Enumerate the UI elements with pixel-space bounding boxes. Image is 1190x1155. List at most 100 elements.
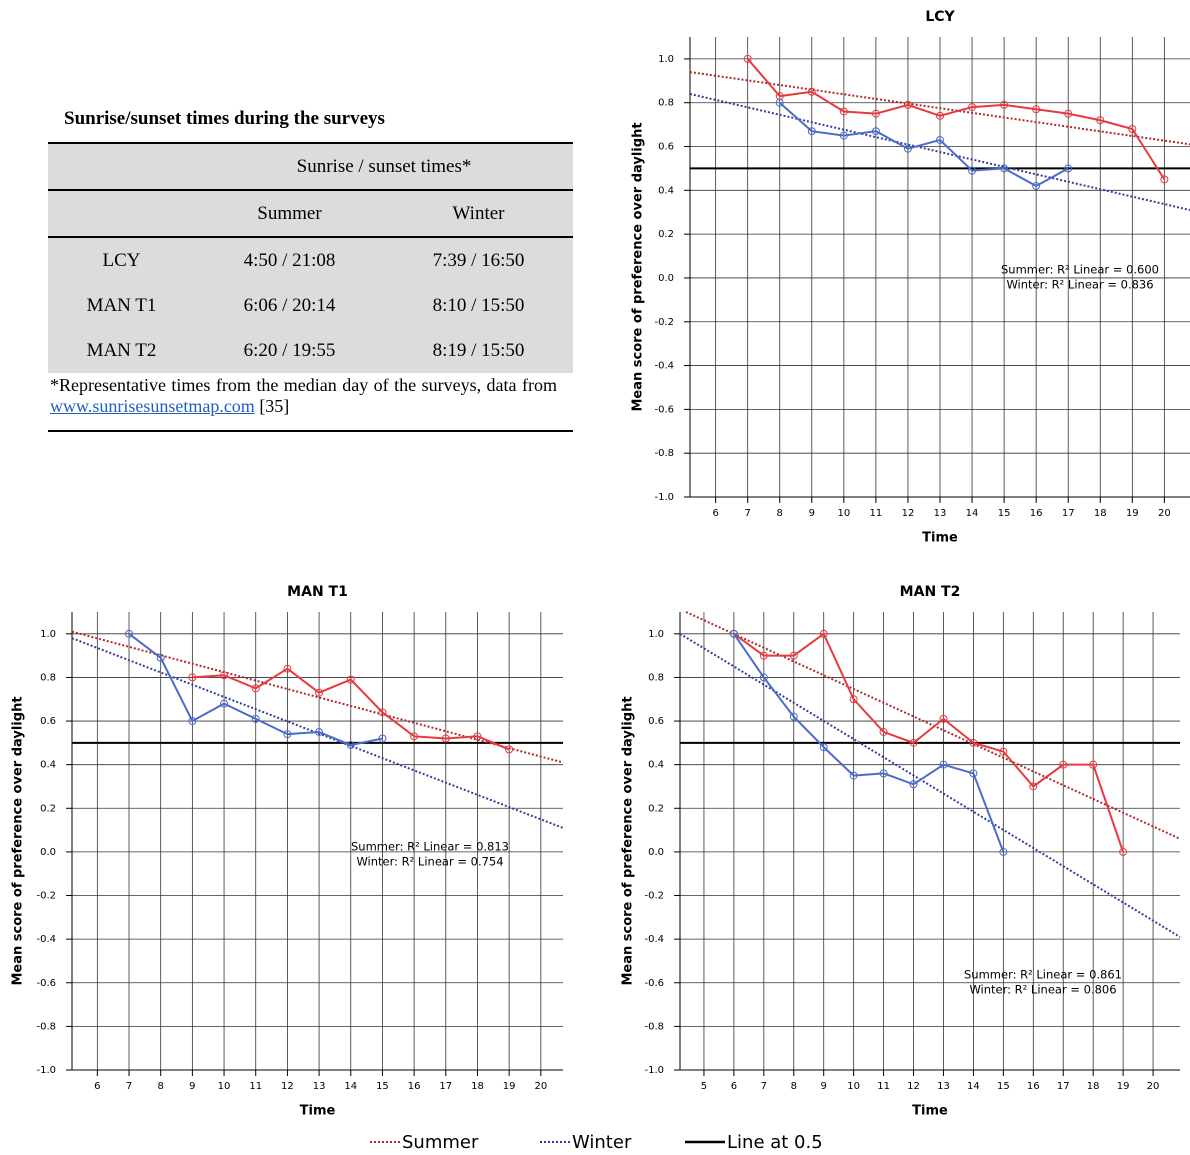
y-tick-label: 0.2: [40, 803, 56, 814]
y-tick-label: 0.0: [648, 847, 664, 858]
series-line: [192, 667, 510, 751]
point: [1029, 782, 1038, 791]
point: [1160, 175, 1169, 184]
point: [849, 695, 858, 704]
x-tick-label: 16: [408, 1081, 421, 1092]
point: [1032, 105, 1041, 114]
point: [775, 98, 784, 107]
header-row: Summer Winter: [48, 190, 573, 237]
point: [410, 732, 419, 741]
cell: 6:20 / 19:55: [195, 328, 384, 373]
annotation: Winter: R² Linear = 0.806: [969, 983, 1116, 997]
point: [346, 741, 355, 750]
x-axis-label: Time: [300, 1104, 336, 1119]
y-tick-label: -0.8: [644, 1021, 664, 1032]
x-axis-label: Time: [912, 1104, 948, 1119]
footnote-text: *Representative times from the median da…: [50, 375, 557, 395]
point: [283, 664, 292, 673]
x-tick-label: 14: [967, 1081, 980, 1092]
table-title: Sunrise/sunset times during the surveys: [64, 108, 385, 129]
point: [251, 714, 260, 723]
point: [909, 738, 918, 747]
point: [879, 727, 888, 736]
fit-line: [685, 611, 1181, 840]
point: [1064, 109, 1073, 118]
y-tick-label: 0.6: [658, 142, 674, 153]
group-header: Sunrise / sunset times*: [195, 143, 573, 190]
point: [871, 127, 880, 136]
y-tick-label: -0.8: [36, 1021, 56, 1032]
x-tick-label: 16: [1030, 508, 1043, 519]
y-tick-label: -0.6: [644, 978, 664, 989]
y-tick-label: -0.6: [654, 404, 674, 415]
x-tick-label: 8: [791, 1081, 797, 1092]
y-tick-label: 0.8: [648, 672, 664, 683]
column-header: Summer: [195, 190, 384, 237]
point: [283, 730, 292, 739]
x-tick-label: 19: [503, 1081, 516, 1092]
point: [968, 166, 977, 175]
x-axis-label: Time: [922, 531, 958, 546]
row: LCY 4:50 / 21:08 7:39 / 16:50: [48, 237, 573, 283]
point: [1064, 164, 1073, 173]
point: [315, 688, 324, 697]
legend-label: Summer: [402, 1132, 479, 1153]
series-line: [746, 58, 1166, 180]
y-tick-label: 0.2: [658, 229, 674, 240]
point: [807, 87, 816, 96]
point: [125, 629, 134, 638]
annotation: Summer: R² Linear = 0.813: [351, 840, 509, 854]
x-tick-label: 20: [1158, 508, 1171, 519]
y-tick-label: -0.2: [644, 891, 664, 902]
fit-line: [679, 632, 1181, 938]
point: [903, 144, 912, 153]
x-tick-label: 20: [534, 1081, 547, 1092]
point: [1059, 760, 1068, 769]
row: MAN T1 6:06 / 20:14 8:10 / 15:50: [48, 283, 573, 328]
x-tick-label: 5: [701, 1081, 707, 1092]
x-tick-label: 17: [439, 1081, 452, 1092]
point: [871, 109, 880, 118]
table: Sunrise / sunset times* Summer Winter LCY…: [48, 142, 573, 373]
y-tick-label: 1.0: [40, 629, 56, 640]
y-tick-label: 0.0: [658, 273, 674, 284]
y-tick-label: 0.4: [648, 760, 664, 771]
x-tick-label: 13: [313, 1081, 326, 1092]
y-tick-label: 0.4: [658, 185, 674, 196]
chart-title: LCY: [925, 9, 955, 25]
x-tick-label: 12: [902, 508, 915, 519]
point: [936, 135, 944, 144]
y-tick-label: -0.2: [654, 317, 674, 328]
y-tick-label: -1.0: [644, 1065, 664, 1076]
point: [909, 780, 918, 789]
annotation: Winter: R² Linear = 0.754: [356, 855, 503, 869]
series-line: [779, 101, 1069, 188]
point: [819, 629, 828, 638]
y-tick-label: 0.6: [648, 716, 664, 727]
x-tick-label: 6: [94, 1081, 100, 1092]
point: [849, 771, 858, 780]
y-tick-label: -0.4: [644, 934, 664, 945]
point: [1032, 181, 1041, 190]
link[interactable]: www.sunrisesunsetmap.com: [50, 395, 255, 416]
x-tick-label: 10: [847, 1081, 860, 1092]
point: [819, 743, 828, 752]
y-tick-label: -0.4: [654, 361, 674, 372]
point: [759, 651, 768, 660]
x-tick-label: 11: [870, 508, 883, 519]
point: [1089, 760, 1098, 769]
point: [441, 734, 450, 743]
x-tick-label: 6: [712, 508, 718, 519]
x-tick-label: 10: [218, 1081, 231, 1092]
y-tick-label: -1.0: [654, 492, 674, 503]
x-tick-label: 19: [1126, 508, 1139, 519]
x-tick-label: 15: [997, 1081, 1010, 1092]
x-tick-label: 9: [189, 1081, 195, 1092]
fit-line: [689, 71, 1190, 146]
point: [839, 131, 848, 140]
chart-title: MAN T1: [287, 584, 348, 600]
point: [939, 760, 948, 769]
x-tick-label: 13: [934, 508, 947, 519]
table-block: Sunrise/sunset times during the surveys …: [48, 108, 573, 433]
